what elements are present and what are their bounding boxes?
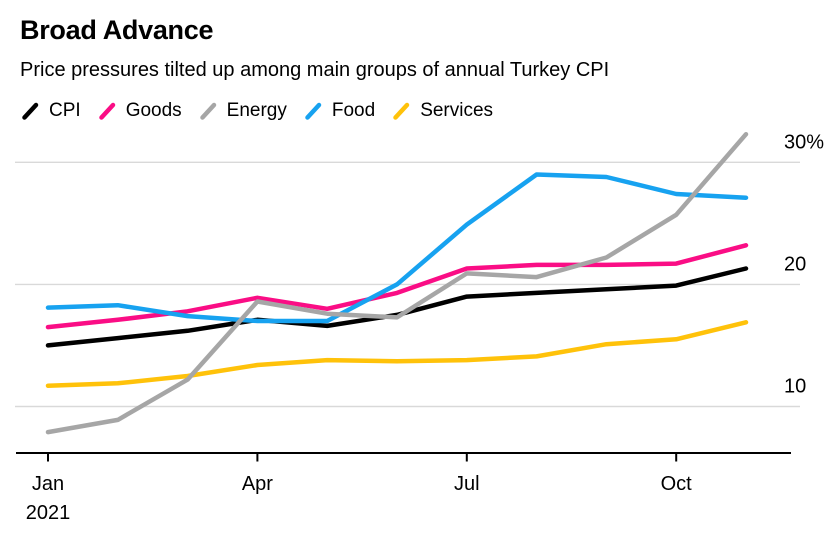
legend-slash-stroke [98, 102, 115, 120]
chart-subtitle: Price pressures tilted up among main gro… [20, 59, 610, 81]
legend-item-services: Services [392, 100, 493, 122]
series-line-energy [45, 131, 749, 435]
chart-legend: CPI Goods Energy Food Services [21, 100, 493, 122]
legend-label-food: Food [331, 100, 376, 121]
legend-label-energy: Energy [226, 100, 287, 121]
x-axis-label-apr: Apr [242, 473, 273, 495]
legend-item-energy: Energy [199, 100, 287, 122]
series-line-services [45, 320, 749, 388]
legend-slash-stroke [22, 102, 39, 120]
x-axis-year-label: 2021 [26, 502, 71, 524]
y-axis-label-10: 10 [784, 376, 806, 398]
x-axis-label-jul: Jul [454, 473, 480, 495]
legend-item-cpi: CPI [21, 100, 81, 122]
y-axis-label-20: 20 [784, 253, 806, 275]
legend-slash-stroke [305, 102, 322, 120]
chart-title: Broad Advance [20, 15, 214, 45]
legend-slash-icon [305, 102, 322, 120]
legend-slash-icon [199, 102, 216, 120]
series-line-food [45, 172, 749, 324]
x-axis-label-jan: Jan [32, 473, 64, 495]
legend-slash-icon [22, 102, 39, 120]
legend-slash-icon [393, 102, 410, 120]
legend-label-goods: Goods [125, 100, 182, 121]
legend-item-food: Food [304, 100, 375, 122]
series-line-cpi [45, 266, 749, 348]
legend-label-services: Services [420, 100, 494, 121]
y-axis-label-30: 30% [784, 131, 824, 153]
x-axis-label-oct: Oct [661, 473, 693, 495]
legend-slash-stroke [199, 102, 216, 120]
legend-label-cpi: CPI [49, 100, 81, 121]
legend-slash-icon [98, 102, 115, 120]
legend-slash-stroke [393, 102, 410, 120]
legend-item-goods: Goods [98, 100, 182, 122]
